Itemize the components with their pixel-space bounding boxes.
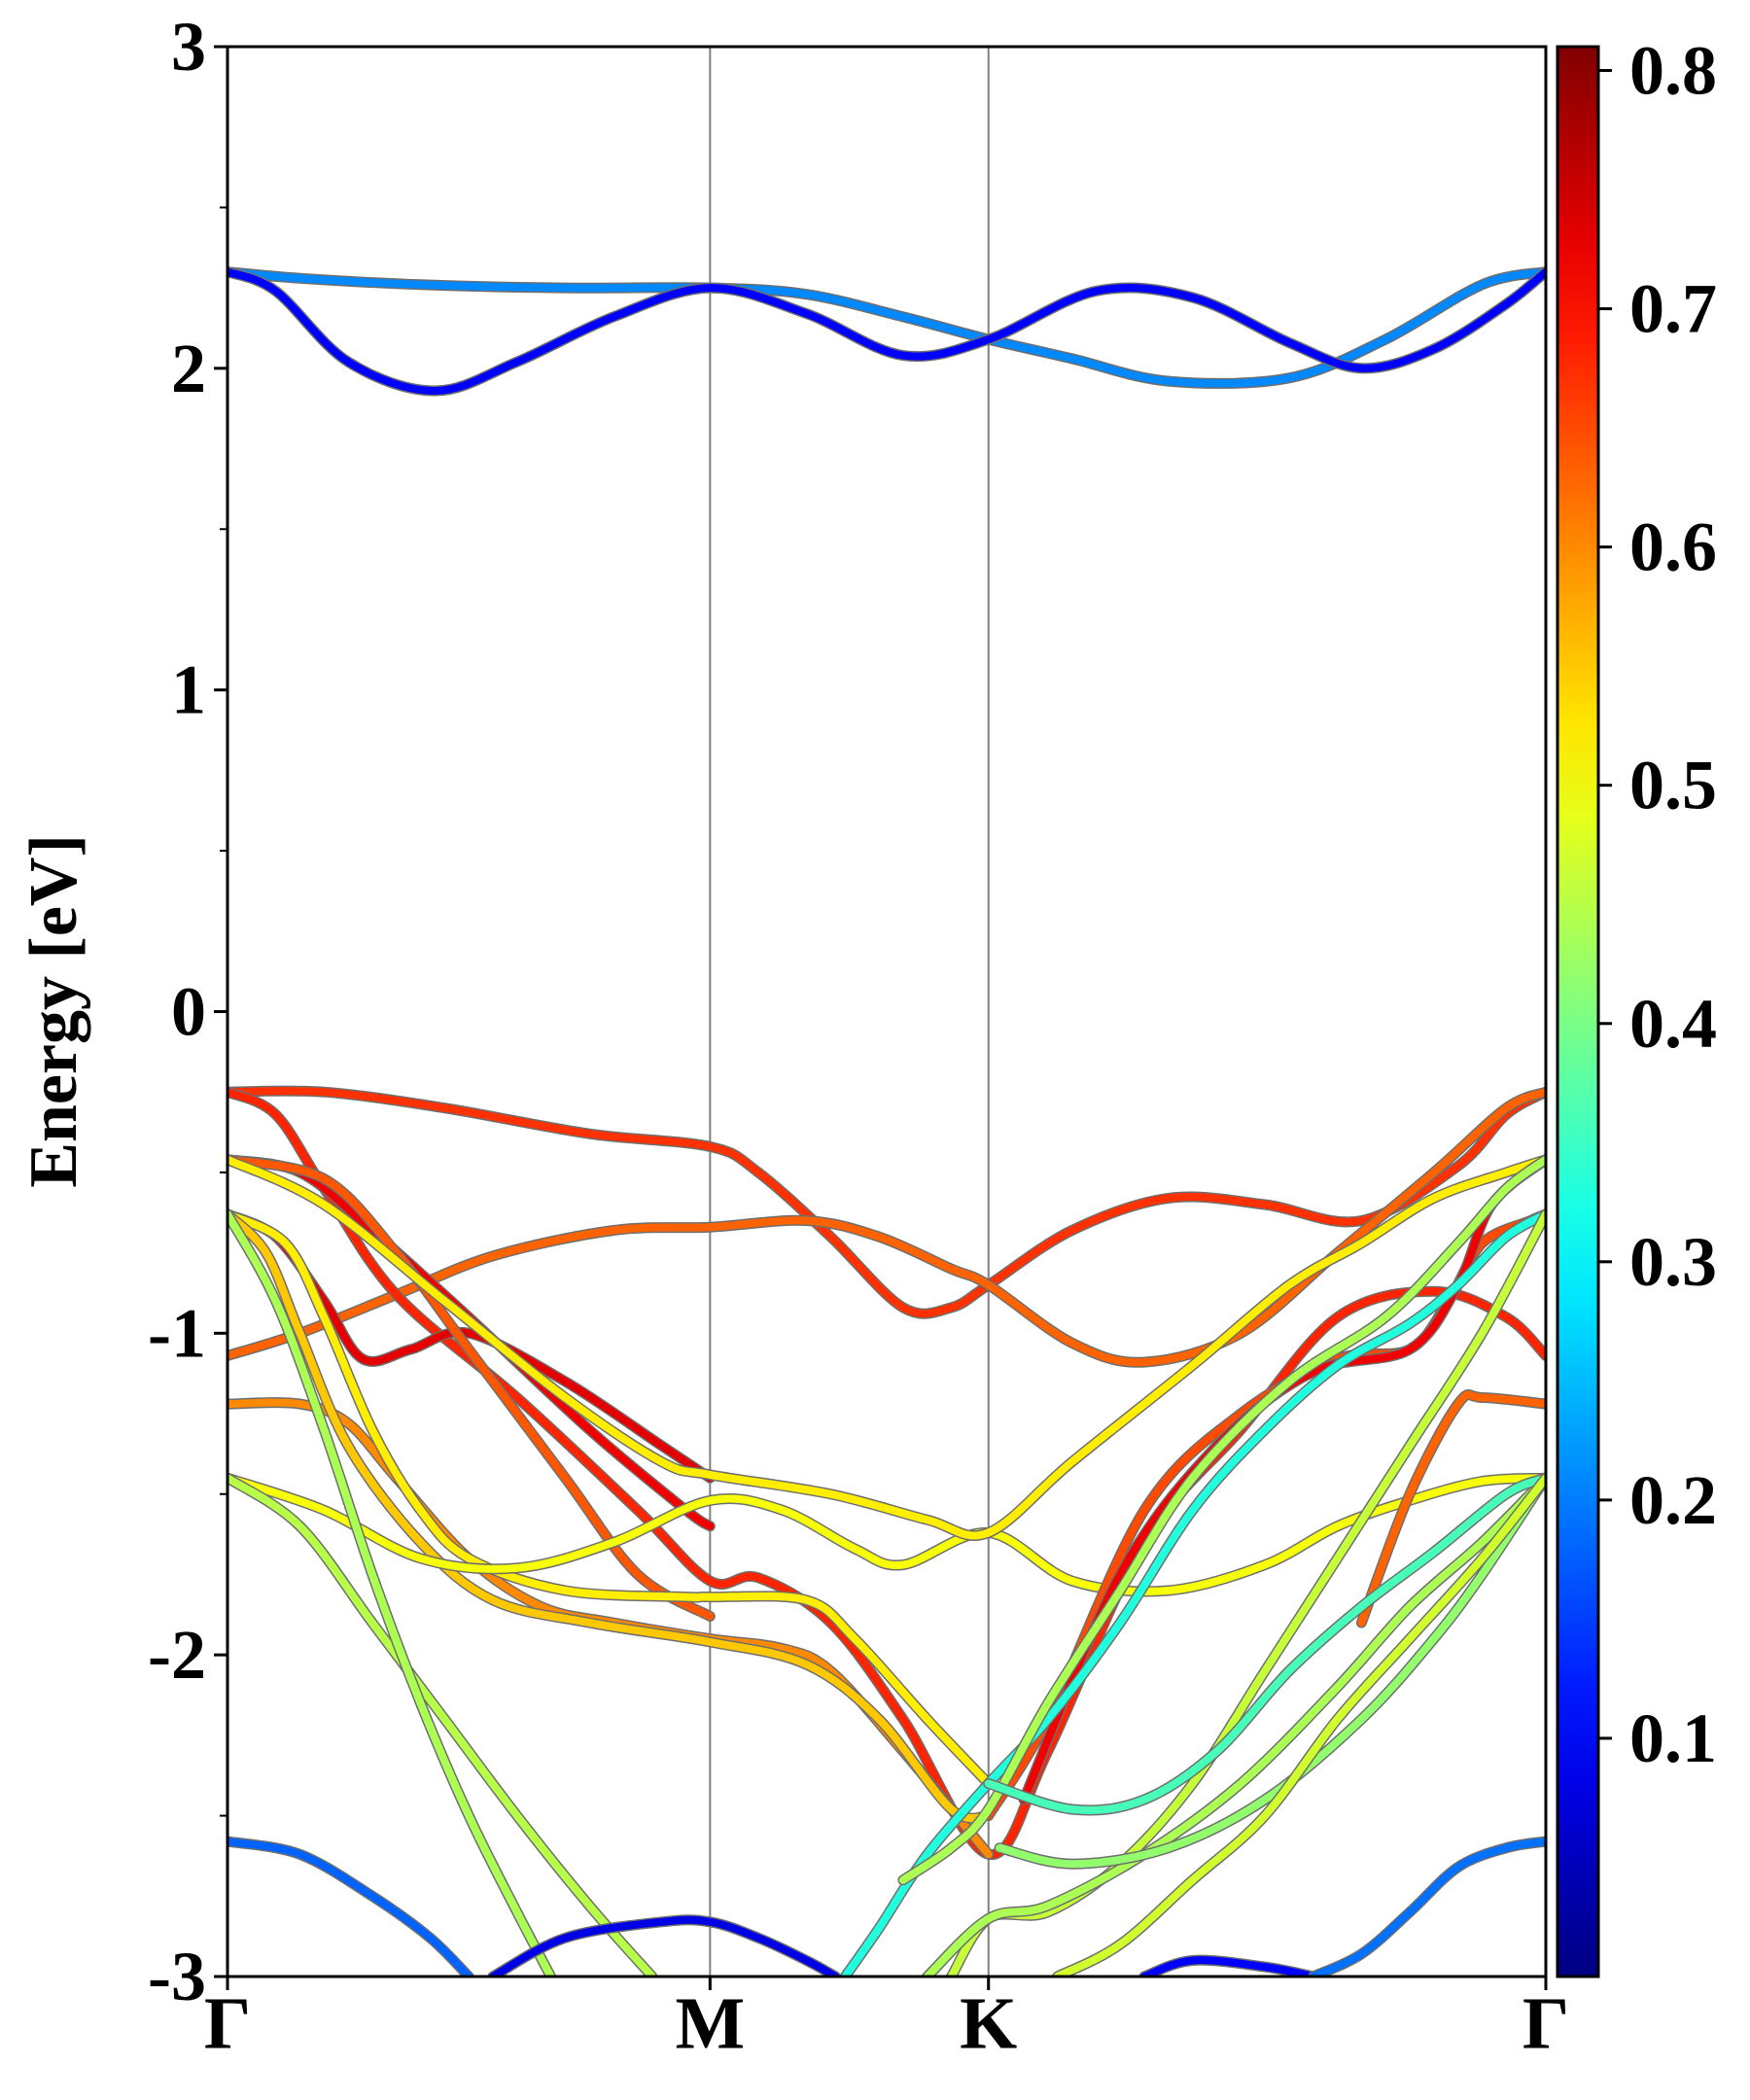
colorbar-tick-label: 0.1 <box>1629 1699 1717 1777</box>
band-1 <box>228 266 1546 397</box>
kpoint-label: Γ <box>1522 1983 1569 2065</box>
y-tick-label: 1 <box>171 651 206 729</box>
band-26 <box>487 1914 841 1977</box>
y-tick-label: 3 <box>171 8 206 86</box>
colorbar-tick-label: 0.5 <box>1629 747 1717 824</box>
band-27 <box>1138 1954 1319 1977</box>
y-axis-label: Energy [eV] <box>17 834 91 1188</box>
colorbar: 0.1 0.2 0.3 0.4 0.5 0.6 0.7 0.8 <box>1556 32 1717 1978</box>
y-tick-label: -2 <box>148 1616 206 1694</box>
band-3 <box>228 1086 1546 1368</box>
band-24 <box>1052 1472 1546 1977</box>
band-4 <box>228 1086 1546 1860</box>
kpoint-label: M <box>675 1983 745 2065</box>
colorbar-tick-label: 0.3 <box>1629 1223 1717 1301</box>
band-lines <box>228 266 1546 1977</box>
band-9 <box>228 1208 995 1789</box>
band-22 <box>983 1472 1546 1816</box>
band-21 <box>922 1472 1546 1977</box>
y-tick-label: 2 <box>171 330 206 407</box>
colorbar-tick-label: 0.4 <box>1629 985 1717 1063</box>
y-tick-label: 0 <box>171 973 206 1051</box>
y-tick-label: -3 <box>148 1938 206 2015</box>
colorbar-tick-label: 0.8 <box>1629 32 1717 110</box>
band-28 <box>1308 1836 1546 1977</box>
colorbar-tick-label: 0.6 <box>1629 508 1717 586</box>
band-18 <box>839 1208 1546 1977</box>
band-16 <box>228 1472 658 1977</box>
colorbar-gradient <box>1556 45 1600 1978</box>
band-0 <box>228 266 1546 389</box>
kpoint-label: K <box>960 1983 1017 2065</box>
band-14 <box>1018 1154 1546 1805</box>
band-15 <box>1355 1389 1546 1628</box>
band-11 <box>228 1472 1546 1597</box>
band-2 <box>228 1085 1546 1319</box>
y-tick-label: -1 <box>148 1294 206 1372</box>
y-axis: -3 -2 -1 0 1 2 3 <box>148 8 228 2015</box>
colorbar-tick-label: 0.2 <box>1629 1461 1717 1539</box>
band-17 <box>228 1208 556 1977</box>
band-25 <box>228 1836 474 1977</box>
band-19 <box>897 1154 1546 1886</box>
colorbar-tick-label: 0.7 <box>1629 270 1717 348</box>
band-20 <box>946 1208 1546 1977</box>
band-8 <box>228 1154 716 1622</box>
high-symmetry-lines <box>709 47 990 1977</box>
kpoint-label: Γ <box>204 1983 251 2065</box>
band-12 <box>228 1154 1546 1542</box>
band-10 <box>228 1208 995 1824</box>
band-23 <box>994 1472 1546 1870</box>
